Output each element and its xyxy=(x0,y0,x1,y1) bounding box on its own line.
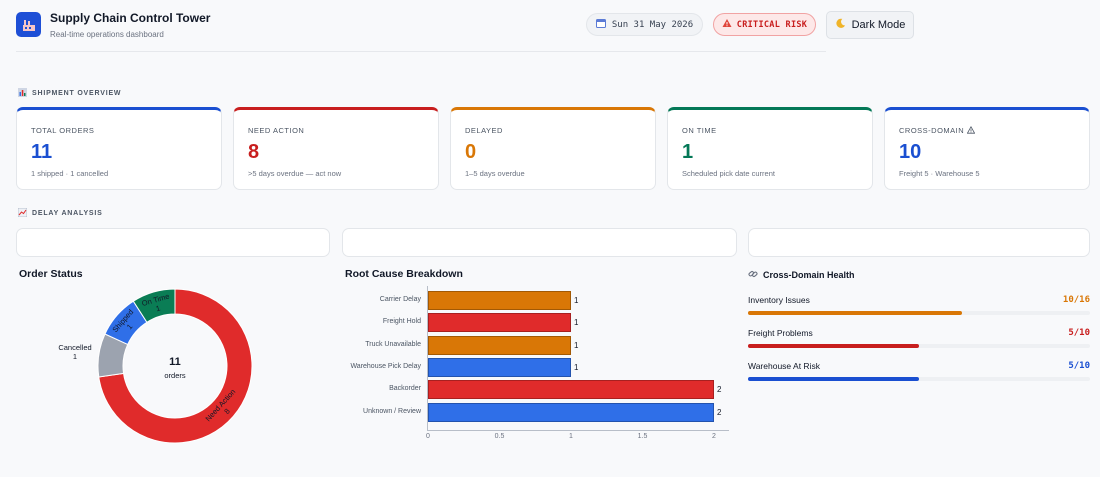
warning-icon xyxy=(966,125,976,136)
chart-x-tick: 0 xyxy=(426,433,430,440)
chart-category-label: Backorder xyxy=(389,385,421,393)
chart-bar-value: 1 xyxy=(574,362,579,372)
chart-bar[interactable] xyxy=(428,313,571,333)
dark-mode-label: Dark Mode xyxy=(851,19,906,31)
risk-badge: CRITICAL RISK xyxy=(713,13,816,36)
chart-bar-value: 2 xyxy=(717,407,722,417)
card-label: ON TIME xyxy=(682,126,717,135)
app-header: Supply Chain Control Tower Real-time ope… xyxy=(16,10,826,52)
health-item-label: Warehouse At Risk xyxy=(748,361,820,371)
factory-icon xyxy=(16,12,41,37)
chart-category-label: Truck Unavailable xyxy=(365,340,421,348)
chart-bar[interactable] xyxy=(428,291,571,310)
health-progress-fill xyxy=(748,311,962,315)
link-icon xyxy=(748,269,758,281)
chart-y-axis xyxy=(427,286,428,430)
chart-category-label: Unknown / Review xyxy=(363,407,421,415)
card-subtext: >5 days overdue — act now xyxy=(248,169,342,178)
card-value: 1 xyxy=(682,141,694,163)
donut-count: 1 xyxy=(125,322,135,331)
donut-count: 1 xyxy=(73,352,77,361)
filter-panel-3 xyxy=(748,228,1090,257)
app-subtitle: Real-time operations dashboard xyxy=(50,30,164,39)
chart-x-axis xyxy=(427,430,729,431)
health-item-value: 5/10 xyxy=(1068,328,1090,338)
filter-panel-1 xyxy=(16,228,330,257)
donut-center-label: orders xyxy=(164,371,186,380)
card-subtext: 1–5 days overdue xyxy=(465,169,525,178)
dark-mode-button[interactable]: Dark Mode xyxy=(826,11,914,39)
card-value: 10 xyxy=(899,141,922,163)
risk-text: CRITICAL RISK xyxy=(736,19,808,30)
moon-icon xyxy=(835,18,846,32)
card-value: 0 xyxy=(465,141,477,163)
donut-segment-on-time[interactable] xyxy=(132,288,176,323)
card-value: 11 xyxy=(31,141,53,163)
donut-center-value: 11 xyxy=(169,356,181,368)
cross-domain-card: CROSS-DOMAIN 10 Freight 5 · Warehouse 5 xyxy=(884,107,1090,190)
chart-category-label: Warehouse Pick Delay xyxy=(350,362,421,370)
chart-x-tick: 0.5 xyxy=(494,433,505,440)
health-progress-track xyxy=(748,377,1090,381)
app-title: Supply Chain Control Tower xyxy=(50,11,211,25)
chart-bar-value: 1 xyxy=(574,318,579,328)
chart-bar-value: 2 xyxy=(717,385,722,395)
need-action-card: NEED ACTION 8 >5 days overdue — act now xyxy=(233,107,439,190)
health-item-value: 5/10 xyxy=(1068,361,1090,371)
chart-x-tick: 1.5 xyxy=(637,433,648,440)
bar-chart-icon xyxy=(18,88,27,99)
on-time-card: ON TIME 1 Scheduled pick date current xyxy=(667,107,873,190)
health-progress-track xyxy=(748,344,1090,348)
delayed-card: DELAYED 0 1–5 days overdue xyxy=(450,107,656,190)
health-item-label: Freight Problems xyxy=(748,328,813,338)
donut-segment-need-action[interactable] xyxy=(98,288,253,444)
chart-bar-value: 1 xyxy=(574,340,579,350)
order-status-title: Order Status xyxy=(19,268,83,280)
root-cause-title: Root Cause Breakdown xyxy=(345,268,463,280)
card-label: NEED ACTION xyxy=(248,126,305,135)
calendar-icon xyxy=(595,18,606,31)
donut-label: Cancelled xyxy=(58,343,91,352)
date-badge: Sun 31 May 2026 xyxy=(586,13,703,36)
health-progress-fill xyxy=(748,377,919,381)
donut-count: 1 xyxy=(155,304,162,314)
chart-bar[interactable] xyxy=(428,402,714,422)
line-chart-icon xyxy=(17,207,28,219)
total-orders-card: TOTAL ORDERS 11 1 shipped · 1 cancelled xyxy=(16,107,222,190)
card-label: TOTAL ORDERS xyxy=(31,126,95,135)
health-item-label: Inventory Issues xyxy=(748,295,810,305)
chart-bar[interactable] xyxy=(428,380,714,400)
card-subtext: 1 shipped · 1 cancelled xyxy=(31,169,109,178)
chart-bar-value: 1 xyxy=(574,296,579,305)
date-text: Sun 31 May 2026 xyxy=(611,19,694,30)
chart-bar[interactable] xyxy=(428,335,571,355)
delay-analysis-heading: DELAY ANALYSIS xyxy=(17,207,103,219)
card-subtext: Freight 5 · Warehouse 5 xyxy=(899,169,980,178)
card-label: CROSS-DOMAIN xyxy=(899,125,976,136)
cross-domain-health-title: Cross-Domain Health xyxy=(748,269,855,281)
card-subtext: Scheduled pick date current xyxy=(682,169,775,178)
chart-category-label: Carrier Delay xyxy=(379,296,421,303)
alert-triangle-icon xyxy=(722,18,732,31)
chart-x-tick: 1 xyxy=(569,433,573,440)
donut-count: 8 xyxy=(222,407,231,416)
card-label: DELAYED xyxy=(465,126,503,135)
health-progress-track xyxy=(748,311,1090,315)
card-value: 8 xyxy=(248,141,260,163)
health-item-value: 10/16 xyxy=(1062,295,1090,305)
chart-x-tick: 2 xyxy=(712,433,716,440)
health-progress-fill xyxy=(748,344,919,348)
filter-panel-2 xyxy=(342,228,737,257)
shipment-overview-heading: SHIPMENT OVERVIEW xyxy=(18,88,121,99)
chart-category-label: Freight Hold xyxy=(382,318,421,326)
chart-bar[interactable] xyxy=(428,357,571,377)
